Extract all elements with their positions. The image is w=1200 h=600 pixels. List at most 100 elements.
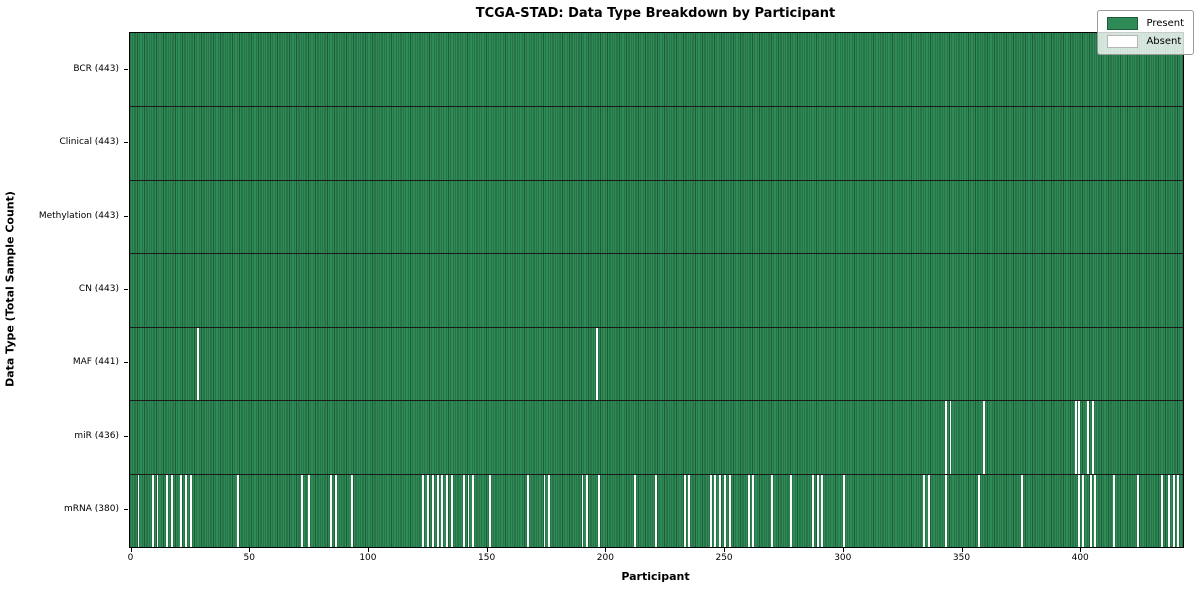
x-tick-label: 150 (478, 553, 496, 563)
absent-gap (436, 473, 439, 547)
absent-gap (1167, 473, 1170, 547)
absent-gap (446, 473, 449, 547)
chart-title: TCGA-STAD: Data Type Breakdown by Partic… (475, 6, 836, 21)
absent-gap (811, 473, 814, 547)
absent-gap (301, 473, 304, 547)
x-tick-mark (605, 547, 607, 552)
y-tick-label: BCR (443) (73, 63, 119, 74)
absent-gap (1094, 473, 1097, 547)
absent-gap (752, 473, 755, 547)
absent-gap (1020, 473, 1023, 547)
heatmap-row-Methylation (130, 179, 1183, 254)
x-tick-mark (1080, 547, 1082, 552)
absent-gap (431, 473, 434, 547)
legend-label-present: Present (1146, 18, 1184, 29)
absent-gap (723, 473, 726, 547)
absent-gap (237, 473, 240, 547)
absent-gap (166, 473, 168, 547)
absent-gap (156, 473, 159, 547)
legend: Present Absent (1097, 10, 1194, 55)
absent-gap (747, 473, 750, 547)
absent-gap (185, 473, 187, 547)
plot-area (129, 32, 1184, 548)
absent-gap (334, 473, 337, 547)
absent-gap (488, 473, 491, 547)
y-tick-mark (124, 289, 128, 290)
x-tick-mark (724, 547, 726, 552)
absent-gap (709, 473, 712, 547)
absent-gap (196, 326, 199, 401)
heatmap-row-CN (130, 253, 1183, 327)
absent-gap (923, 473, 926, 547)
legend-entry-present: Present (1107, 17, 1184, 30)
absent-gap (842, 473, 845, 547)
absent-gap (472, 473, 475, 547)
x-tick-label: 300 (834, 553, 852, 563)
heatmap-row-mRNA (130, 473, 1183, 547)
y-tick-mark (124, 68, 128, 70)
absent-gap (441, 473, 444, 547)
absent-gap (427, 473, 430, 547)
absent-gap (1077, 400, 1080, 474)
absent-gap (151, 473, 154, 547)
absent-gap (728, 473, 731, 547)
y-tick-label: mRNA (380) (64, 504, 119, 515)
absent-gap (1113, 473, 1116, 547)
absent-gap (1137, 473, 1140, 547)
y-tick-label: Clinical (443) (59, 137, 119, 148)
absent-gap (548, 473, 551, 547)
y-tick-mark (124, 362, 128, 364)
absent-gap (816, 473, 819, 547)
absent-gap (1087, 400, 1090, 474)
absent-gap (581, 473, 584, 547)
absent-gap (189, 473, 192, 547)
absent-gap (1177, 473, 1180, 547)
y-tick-label: CN (443) (78, 284, 119, 294)
absent-gap (978, 473, 980, 547)
absent-gap (351, 473, 354, 547)
absent-gap (1082, 473, 1085, 547)
row-divider (130, 179, 1183, 181)
row-divider (130, 326, 1183, 328)
y-tick-mark (124, 142, 128, 144)
x-tick-label: 0 (127, 553, 134, 563)
absent-gap (543, 473, 546, 547)
heatmap-row-miR (130, 400, 1183, 474)
absent-gap (714, 473, 717, 547)
legend-label-absent: Absent (1146, 36, 1182, 47)
absent-gap (1075, 400, 1078, 474)
absent-gap (771, 473, 774, 547)
absent-gap (633, 473, 636, 547)
absent-gap (462, 473, 465, 547)
absent-gap (1160, 473, 1163, 547)
row-divider (130, 106, 1183, 108)
y-tick-mark (124, 215, 128, 217)
absent-swatch-icon (1107, 35, 1139, 48)
absent-gap (944, 473, 947, 547)
x-tick-label: 100 (359, 553, 377, 563)
absent-gap (329, 473, 332, 547)
absent-gap (821, 473, 824, 547)
legend-entry-absent: Absent (1107, 35, 1184, 48)
y-tick-label: MAF (441) (72, 357, 119, 368)
absent-gap (949, 400, 952, 474)
x-axis-label: Participant (621, 570, 690, 583)
absent-gap (790, 473, 793, 547)
absent-gap (526, 473, 529, 547)
absent-gap (598, 473, 601, 547)
y-tick-mark (124, 435, 128, 437)
x-tick-label: 50 (243, 553, 255, 563)
x-tick-mark (249, 547, 251, 552)
absent-gap (944, 400, 947, 474)
y-tick-label: miR (436) (74, 430, 119, 441)
absent-gap (928, 473, 931, 547)
absent-gap (467, 473, 470, 547)
y-axis-label: Data Type (Total Sample Count) (3, 191, 17, 387)
absent-gap (655, 473, 658, 547)
row-divider (130, 253, 1183, 255)
absent-gap (982, 400, 985, 474)
y-tick-label: Methylation (443) (38, 210, 119, 221)
absent-gap (719, 473, 722, 547)
row-divider (130, 400, 1183, 402)
